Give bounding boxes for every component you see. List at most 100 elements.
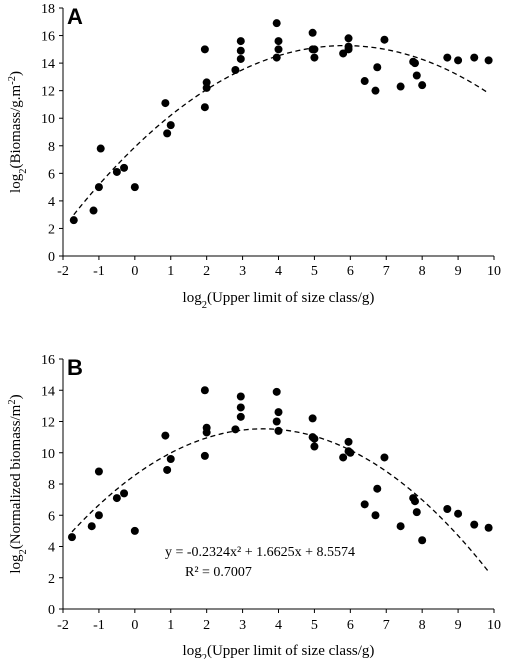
data-point — [200, 386, 209, 395]
x-tick-label: -1 — [93, 264, 105, 279]
data-point — [344, 437, 353, 446]
y-tick-label: 14 — [41, 384, 55, 399]
data-point — [231, 425, 240, 434]
data-point — [94, 183, 103, 192]
data-point — [200, 45, 209, 54]
y-tick-label: 12 — [41, 85, 55, 100]
y-tick-label: 16 — [41, 353, 55, 368]
data-point — [87, 522, 96, 531]
y-tick-label: 14 — [41, 57, 55, 72]
data-point — [272, 417, 281, 426]
data-point — [163, 465, 172, 474]
data-point — [418, 81, 427, 90]
data-point — [120, 163, 129, 172]
x-tick-label: 3 — [239, 618, 246, 633]
y-tick-label: 2 — [48, 572, 55, 587]
y-tick-label: 16 — [41, 30, 55, 45]
y-tick-label: 12 — [41, 416, 55, 431]
data-point — [200, 103, 209, 112]
x-tick-label: 1 — [167, 264, 174, 279]
data-point — [310, 434, 319, 443]
x-tick-label: 8 — [419, 264, 426, 279]
y-tick-label: 8 — [48, 140, 55, 155]
data-point — [396, 82, 405, 91]
data-point — [443, 53, 452, 62]
x-tick-label: -1 — [93, 618, 105, 633]
data-point — [112, 167, 121, 176]
data-point — [236, 412, 245, 421]
data-point — [161, 431, 170, 440]
y-tick-label: 2 — [48, 222, 55, 237]
data-point — [360, 77, 369, 86]
panel-label: B — [67, 355, 83, 380]
data-point — [231, 66, 240, 74]
data-point — [163, 129, 172, 138]
data-point — [272, 387, 281, 396]
data-point — [274, 37, 283, 46]
data-point — [166, 121, 175, 130]
data-point — [96, 144, 105, 153]
data-point — [443, 505, 452, 513]
data-point — [308, 414, 317, 423]
data-point — [67, 533, 76, 542]
data-point — [166, 455, 175, 463]
data-point — [202, 78, 211, 87]
data-point — [418, 536, 427, 545]
data-point — [236, 54, 245, 63]
r-squared: R² = 0.7007 — [185, 565, 252, 580]
data-point — [130, 526, 139, 535]
data-point — [120, 489, 129, 498]
data-point — [202, 423, 211, 432]
x-tick-label: 7 — [383, 618, 390, 633]
data-point — [484, 56, 493, 65]
data-point — [202, 83, 211, 92]
trend-equation: y = -0.2324x² + 1.6625x + 8.5574 — [165, 545, 355, 560]
data-point — [236, 46, 245, 55]
data-point — [236, 403, 245, 412]
x-tick-label: 6 — [347, 618, 354, 633]
y-tick-label: 18 — [41, 2, 55, 17]
data-point — [371, 511, 380, 520]
x-tick-label: -2 — [57, 618, 69, 633]
x-tick-label: 2 — [203, 264, 210, 279]
y-tick-label: 10 — [41, 447, 55, 462]
x-tick-label: 1 — [167, 618, 174, 633]
x-tick-label: 5 — [311, 264, 318, 279]
data-point — [89, 206, 98, 215]
x-tick-label: 10 — [487, 618, 501, 633]
data-point — [274, 426, 283, 435]
data-point — [373, 63, 382, 72]
trendline — [73, 44, 489, 216]
x-tick-label: 8 — [419, 618, 426, 633]
data-point — [310, 53, 319, 62]
x-tick-label: 9 — [455, 264, 462, 279]
data-point — [339, 49, 348, 58]
y-tick-label: 6 — [48, 167, 55, 182]
data-point — [94, 511, 103, 520]
x-tick-label: 3 — [239, 264, 246, 279]
x-tick-label: 4 — [275, 618, 282, 633]
data-point — [310, 442, 319, 451]
data-point — [371, 86, 380, 95]
data-point — [470, 53, 479, 62]
data-point — [274, 45, 283, 54]
x-tick-label: 0 — [131, 264, 138, 279]
data-point — [94, 467, 103, 476]
data-point — [454, 509, 463, 518]
x-tick-label: 5 — [311, 618, 318, 633]
data-point — [380, 35, 389, 44]
y-tick-label: 0 — [48, 250, 55, 265]
data-point — [236, 392, 245, 401]
x-tick-label: 7 — [383, 264, 390, 279]
data-point — [360, 500, 369, 509]
x-tick-label: 10 — [487, 264, 501, 279]
data-point — [310, 45, 319, 54]
data-point — [344, 34, 353, 43]
data-point — [373, 484, 382, 493]
data-point — [412, 71, 421, 80]
data-point — [130, 183, 139, 192]
data-point — [484, 523, 493, 532]
data-point — [236, 37, 245, 46]
